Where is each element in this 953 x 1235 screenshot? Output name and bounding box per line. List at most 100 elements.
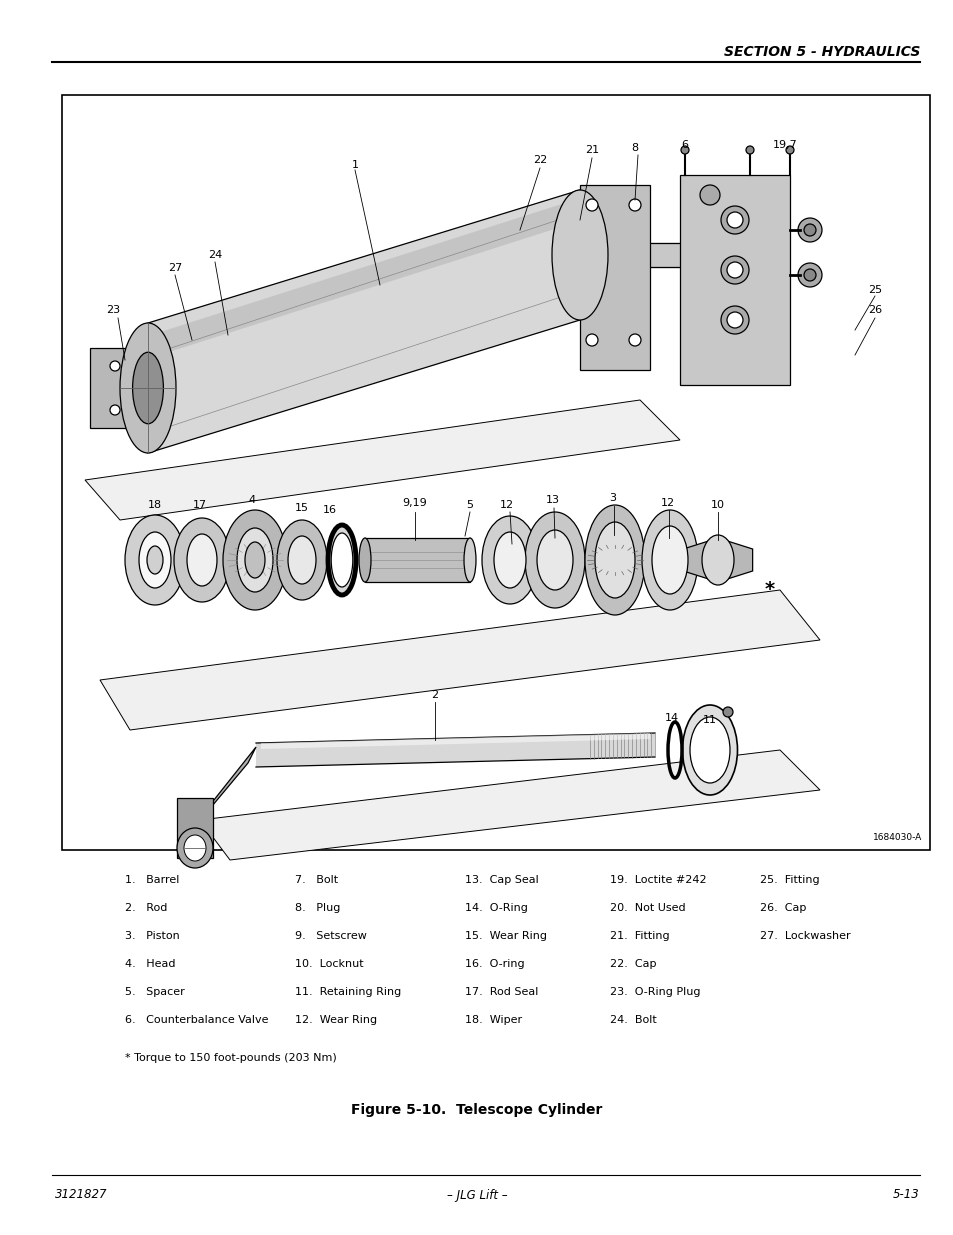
Ellipse shape <box>223 510 287 610</box>
Ellipse shape <box>177 827 213 868</box>
Ellipse shape <box>328 525 355 595</box>
Text: *: * <box>764 580 774 599</box>
Text: 27.  Lockwasher: 27. Lockwasher <box>760 931 850 941</box>
Polygon shape <box>682 538 752 582</box>
Text: 14.  O-Ring: 14. O-Ring <box>464 903 527 913</box>
Text: 24.  Bolt: 24. Bolt <box>609 1015 656 1025</box>
Text: 20.  Not Used: 20. Not Used <box>609 903 685 913</box>
Text: 3: 3 <box>609 493 616 503</box>
Polygon shape <box>261 734 649 748</box>
Text: 16: 16 <box>323 505 336 515</box>
Ellipse shape <box>628 199 640 211</box>
Ellipse shape <box>110 405 120 415</box>
Text: 11.  Retaining Ring: 11. Retaining Ring <box>294 987 401 997</box>
Text: 5-13: 5-13 <box>892 1188 919 1202</box>
Text: 17: 17 <box>193 500 207 510</box>
Ellipse shape <box>524 513 584 608</box>
Text: 8.   Plug: 8. Plug <box>294 903 340 913</box>
Text: 24: 24 <box>208 249 222 261</box>
Text: 4.   Head: 4. Head <box>125 960 175 969</box>
Text: 25: 25 <box>867 285 882 295</box>
Polygon shape <box>158 200 575 356</box>
Text: 17.  Rod Seal: 17. Rod Seal <box>464 987 537 997</box>
Text: 21: 21 <box>584 144 598 156</box>
Text: 23.  O-Ring Plug: 23. O-Ring Plug <box>609 987 700 997</box>
Text: * Torque to 150 foot-pounds (203 Nm): * Torque to 150 foot-pounds (203 Nm) <box>125 1053 336 1063</box>
Ellipse shape <box>125 515 185 605</box>
Ellipse shape <box>720 306 748 333</box>
Text: 8: 8 <box>631 143 638 153</box>
Ellipse shape <box>641 510 698 610</box>
Text: 7.   Bolt: 7. Bolt <box>294 876 337 885</box>
Bar <box>579 185 649 370</box>
Ellipse shape <box>720 206 748 233</box>
Ellipse shape <box>552 190 607 320</box>
Text: 5: 5 <box>466 500 473 510</box>
Text: – JLG Lift –: – JLG Lift – <box>446 1188 507 1202</box>
Ellipse shape <box>785 146 793 154</box>
Text: SECTION 5 - HYDRAULICS: SECTION 5 - HYDRAULICS <box>723 44 919 59</box>
Text: 2.   Rod: 2. Rod <box>125 903 167 913</box>
Text: 14: 14 <box>664 713 679 722</box>
Bar <box>679 175 789 385</box>
Text: 1.   Barrel: 1. Barrel <box>125 876 179 885</box>
Ellipse shape <box>585 199 598 211</box>
Text: 23: 23 <box>106 305 120 315</box>
Ellipse shape <box>494 532 525 588</box>
Ellipse shape <box>797 219 821 242</box>
Ellipse shape <box>147 546 163 574</box>
Text: 18.  Wiper: 18. Wiper <box>464 1015 521 1025</box>
Ellipse shape <box>726 212 742 228</box>
Ellipse shape <box>681 705 737 795</box>
Text: 12.  Wear Ring: 12. Wear Ring <box>294 1015 376 1025</box>
Ellipse shape <box>722 706 732 718</box>
Ellipse shape <box>680 146 688 154</box>
Ellipse shape <box>120 324 175 453</box>
Ellipse shape <box>700 185 720 205</box>
Ellipse shape <box>628 333 640 346</box>
Ellipse shape <box>331 534 353 587</box>
Ellipse shape <box>584 505 644 615</box>
Ellipse shape <box>358 538 371 582</box>
Ellipse shape <box>288 536 315 584</box>
Ellipse shape <box>481 516 537 604</box>
Polygon shape <box>148 190 579 453</box>
Text: 16.  O-ring: 16. O-ring <box>464 960 524 969</box>
Ellipse shape <box>595 522 635 598</box>
Polygon shape <box>200 750 820 860</box>
Text: 10.  Locknut: 10. Locknut <box>294 960 363 969</box>
Polygon shape <box>192 747 255 830</box>
Ellipse shape <box>110 361 120 370</box>
Text: 22: 22 <box>533 156 547 165</box>
Text: 1: 1 <box>351 161 358 170</box>
Ellipse shape <box>276 520 327 600</box>
Text: 19,7: 19,7 <box>772 140 797 149</box>
Ellipse shape <box>139 532 171 588</box>
Text: 6.   Counterbalance Valve: 6. Counterbalance Valve <box>125 1015 268 1025</box>
Text: 11: 11 <box>702 715 717 725</box>
Ellipse shape <box>803 269 815 282</box>
Ellipse shape <box>726 312 742 329</box>
Ellipse shape <box>463 538 476 582</box>
Text: 9,19: 9,19 <box>402 498 427 508</box>
Ellipse shape <box>726 262 742 278</box>
Ellipse shape <box>651 526 687 594</box>
Ellipse shape <box>132 352 163 424</box>
Polygon shape <box>85 400 679 520</box>
Ellipse shape <box>537 530 573 590</box>
Text: 26: 26 <box>867 305 882 315</box>
Text: 2: 2 <box>431 690 438 700</box>
Text: 13.  Cap Seal: 13. Cap Seal <box>464 876 538 885</box>
Text: 3.   Piston: 3. Piston <box>125 931 179 941</box>
Ellipse shape <box>797 263 821 287</box>
Ellipse shape <box>187 534 216 585</box>
Ellipse shape <box>184 835 206 861</box>
Ellipse shape <box>745 146 753 154</box>
Text: 10: 10 <box>710 500 724 510</box>
Text: 26.  Cap: 26. Cap <box>760 903 805 913</box>
Ellipse shape <box>701 535 733 585</box>
Ellipse shape <box>173 517 230 601</box>
Bar <box>62 95 929 850</box>
Ellipse shape <box>689 718 729 783</box>
Text: 4: 4 <box>248 495 255 505</box>
